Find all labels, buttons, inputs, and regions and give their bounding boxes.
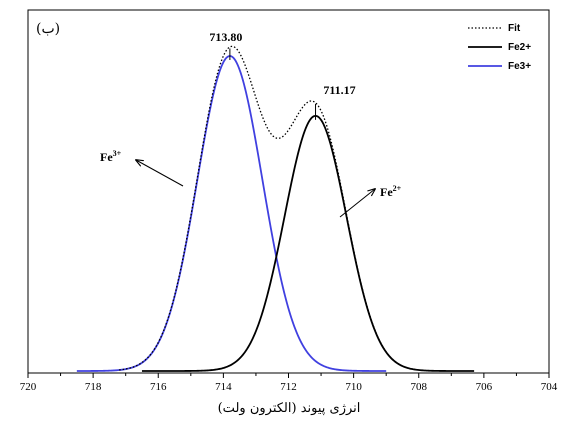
x-tick-label: 718 bbox=[85, 381, 102, 393]
plot-frame bbox=[27, 9, 550, 374]
x-tick-label: 708 bbox=[411, 381, 428, 393]
annotation-fe3-label: Fe3+ bbox=[100, 149, 122, 164]
annotation-fe2-label: Fe2+ bbox=[380, 184, 402, 199]
x-tick-label: 712 bbox=[280, 381, 297, 393]
x-tick-label: 704 bbox=[541, 381, 558, 393]
series-fe3-line bbox=[76, 55, 387, 372]
x-axis-label: انرژی پیوند (الکترون ولت) bbox=[218, 401, 361, 416]
series-fit-line bbox=[119, 45, 403, 371]
legend-label-fe3: Fe3+ bbox=[508, 61, 531, 72]
legend: Fit Fe2+ Fe3+ bbox=[468, 23, 531, 72]
series-fe2-line bbox=[141, 114, 475, 372]
annotation-fe3-arrow bbox=[136, 160, 184, 187]
x-axis: 720 718 716 714 712 710 708 706 704 bbox=[20, 373, 558, 393]
x-tick-label: 716 bbox=[150, 381, 167, 393]
x-tick-label: 714 bbox=[215, 381, 232, 393]
legend-label-fe2: Fe2+ bbox=[508, 42, 531, 53]
panel-label: (ب) bbox=[36, 21, 60, 37]
legend-label-fit: Fit bbox=[508, 23, 521, 34]
annotation-fe2-arrow bbox=[339, 189, 375, 218]
x-tick-label: 710 bbox=[345, 381, 362, 393]
peak-label-fe3: 713.80 bbox=[209, 30, 242, 44]
x-tick-label: 720 bbox=[20, 381, 37, 393]
x-tick-label: 706 bbox=[476, 381, 493, 393]
peak-label-fe2: 711.17 bbox=[323, 83, 355, 97]
